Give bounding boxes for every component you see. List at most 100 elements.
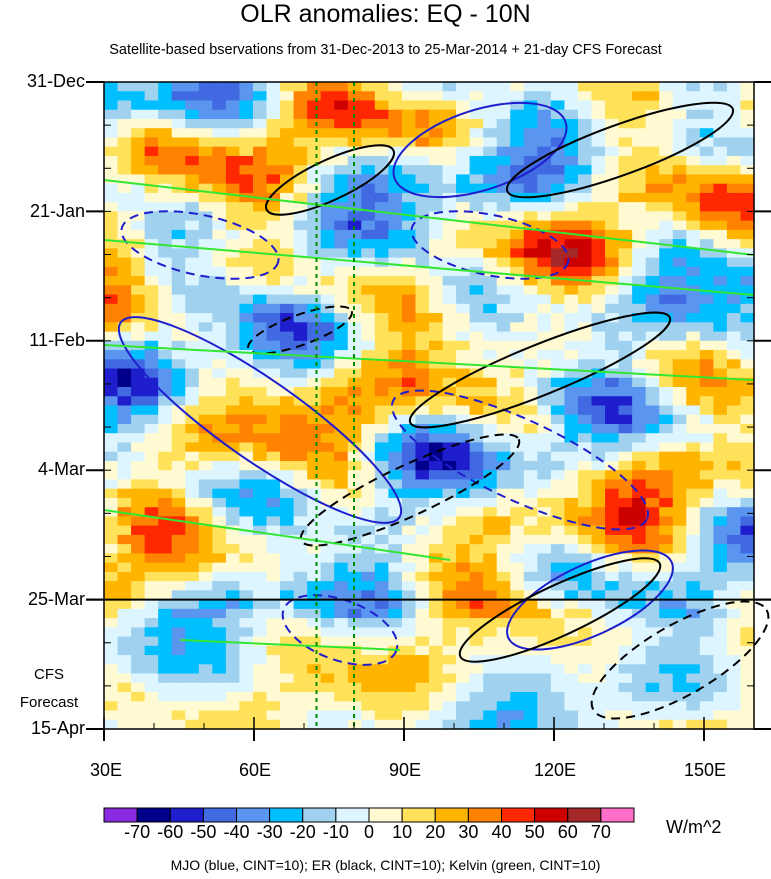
olr-cell: [158, 128, 173, 139]
olr-cell: [550, 303, 566, 314]
olr-cell: [266, 414, 281, 425]
olr-cell: [442, 220, 457, 231]
olr-cell: [605, 488, 620, 499]
olr-cell: [577, 451, 593, 462]
olr-cell: [740, 387, 755, 397]
olr-cell: [388, 202, 403, 212]
olr-cell: [550, 414, 566, 425]
y-tick-label: 21-Jan: [29, 201, 85, 221]
olr-cell: [442, 100, 457, 111]
olr-cell: [442, 303, 457, 314]
olr-cell: [131, 479, 146, 490]
olr-cell: [320, 387, 335, 397]
olr-cell: [334, 590, 349, 601]
olr-cell: [523, 433, 538, 444]
olr-cell: [131, 692, 146, 702]
olr-cell: [659, 608, 674, 619]
olr-cell: [496, 710, 511, 721]
olr-cell: [198, 571, 213, 582]
colorbar-swatch: [534, 807, 569, 823]
olr-cell: [293, 303, 308, 314]
olr-cell: [212, 516, 227, 527]
olr-cell: [334, 470, 349, 481]
olr-cell: [252, 396, 268, 407]
olr-cell: [645, 202, 660, 212]
olr-cell: [469, 294, 484, 305]
olr-cell: [699, 294, 714, 305]
olr-cell: [212, 340, 227, 351]
olr-cell: [699, 313, 714, 323]
olr-cell: [280, 340, 295, 351]
olr-cell: [388, 525, 403, 536]
olr-cell: [442, 118, 457, 129]
olr-cell: [388, 257, 403, 268]
olr-cell: [158, 165, 173, 176]
olr-cell: [686, 183, 701, 194]
olr-cell: [550, 146, 566, 157]
olr-cell: [307, 553, 322, 564]
olr-cell: [131, 359, 146, 370]
olr-cell: [496, 350, 511, 360]
olr-cell: [293, 701, 308, 712]
olr-cell: [117, 497, 132, 508]
olr-cell: [523, 488, 538, 499]
colorbar-swatch: [269, 807, 304, 823]
olr-cell: [510, 460, 525, 471]
olr-cell: [320, 423, 335, 434]
olr-cell: [672, 442, 687, 453]
olr-cell: [618, 636, 633, 647]
olr-cell: [104, 673, 119, 684]
olr-cell: [496, 359, 511, 370]
olr-cell: [483, 165, 498, 176]
olr-cell: [645, 396, 660, 407]
colorbar-label: 20: [425, 822, 446, 842]
olr-cell: [158, 701, 173, 712]
olr-cell: [347, 571, 362, 582]
olr-cell: [645, 571, 660, 582]
olr-cell: [374, 451, 389, 462]
olr-cell: [632, 645, 647, 656]
forecast-label-forecast: Forecast: [19, 694, 79, 711]
olr-cell: [699, 202, 714, 212]
olr-cell: [104, 525, 119, 536]
olr-cell: [659, 248, 674, 259]
olr-cell: [225, 442, 241, 453]
olr-cell: [456, 91, 471, 102]
olr-cell: [659, 479, 674, 490]
olr-cell: [510, 359, 525, 370]
olr-cell: [198, 100, 213, 111]
olr-cell: [510, 673, 525, 684]
olr-cell: [469, 682, 484, 693]
olr-cell: [185, 553, 200, 564]
olr-cell: [713, 664, 728, 675]
olr-cell: [171, 525, 186, 536]
olr-cell: [293, 599, 308, 610]
olr-cell: [144, 470, 159, 481]
olr-cell: [550, 313, 566, 323]
olr-cell: [632, 340, 647, 351]
olr-cell: [401, 257, 417, 268]
olr-cell: [320, 82, 335, 92]
olr-cell: [672, 682, 687, 693]
olr-cell: [577, 183, 593, 194]
olr-cell: [144, 460, 159, 471]
olr-cell: [144, 497, 159, 508]
olr-cell: [429, 211, 444, 222]
olr-cell: [577, 544, 593, 554]
olr-cell: [388, 220, 403, 231]
olr-cell: [618, 682, 633, 693]
olr-cell: [523, 368, 538, 379]
olr-cell: [523, 183, 538, 194]
olr-cell: [171, 340, 186, 351]
olr-cell: [239, 534, 254, 545]
olr-cell: [577, 82, 593, 92]
olr-cell: [388, 451, 403, 462]
olr-cell: [266, 423, 281, 434]
olr-cell: [429, 692, 444, 702]
olr-cell: [510, 710, 525, 721]
olr-cell: [104, 137, 119, 148]
olr-cell: [252, 414, 268, 425]
olr-cell: [171, 460, 186, 471]
olr-cell: [618, 479, 633, 490]
olr-cell: [320, 599, 335, 610]
